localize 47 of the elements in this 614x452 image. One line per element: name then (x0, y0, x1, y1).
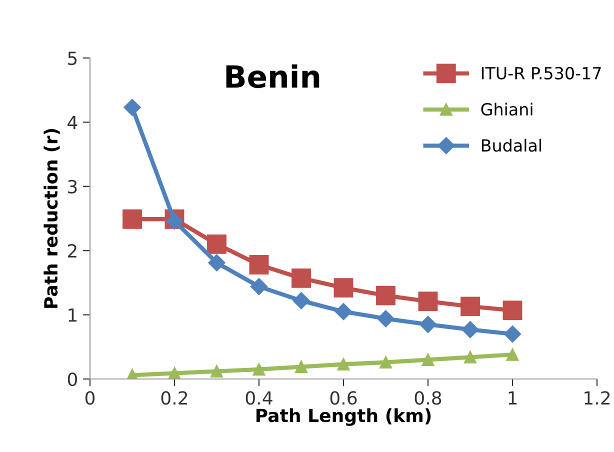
point (295, 360, 308, 374)
point (334, 303, 352, 320)
point (419, 316, 437, 333)
point (422, 353, 434, 366)
legend-label: Budalal (482, 138, 542, 152)
point (207, 234, 226, 254)
x-tick-label: 1 (508, 391, 517, 405)
point (334, 278, 354, 298)
legend-label: Ghiani (481, 102, 532, 116)
point (249, 255, 269, 274)
y-tick-label: 5 (68, 52, 77, 66)
x-tick-label: 1.2 (584, 391, 610, 405)
y-tick-label: 4 (68, 116, 78, 130)
x-tick-label: 0.8 (414, 391, 442, 405)
point (504, 326, 522, 343)
x-tick-label: 0 (85, 391, 95, 405)
point (464, 350, 476, 364)
point (168, 366, 181, 379)
point (122, 209, 142, 229)
point (124, 98, 141, 116)
point (376, 286, 396, 306)
point (502, 300, 522, 320)
point (506, 348, 519, 361)
point (460, 296, 480, 316)
y-axis-title: Path reduction (r) (44, 128, 60, 308)
y-tick-label: 1 (68, 308, 77, 322)
legend-label: ITU-R P.530-17 (482, 66, 601, 80)
x-tick-label: 0.4 (246, 391, 272, 405)
y-tick-label: 0 (68, 372, 77, 386)
point (166, 212, 184, 230)
point (337, 358, 350, 370)
y-tick-label: 3 (68, 180, 77, 194)
point (418, 292, 438, 312)
point (377, 310, 394, 328)
point (252, 363, 266, 376)
chart-title: Benin (226, 64, 320, 88)
point (380, 356, 392, 369)
point (208, 254, 226, 272)
point (210, 365, 223, 378)
x-tick-label: 0.2 (161, 391, 188, 405)
point (462, 321, 479, 338)
point (292, 268, 311, 288)
x-tick-label: 0.6 (330, 391, 357, 405)
point (250, 278, 268, 296)
x-axis-title: Path Length (km) (256, 408, 431, 426)
y-tick-label: 2 (68, 244, 76, 258)
point (292, 292, 310, 310)
